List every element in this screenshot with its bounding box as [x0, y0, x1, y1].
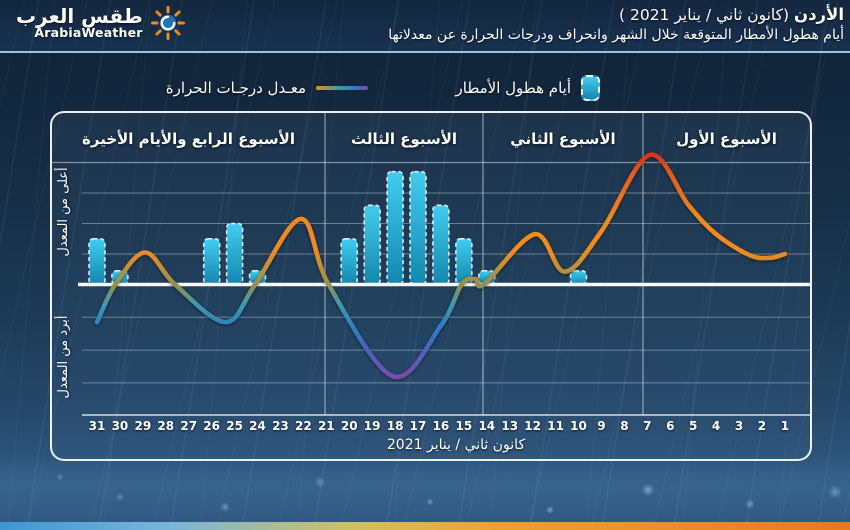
temperature-line-icon: [316, 86, 368, 90]
chart-plot-area: أعلى من المعدل أبرد من المعدل كانون ثاني…: [52, 113, 810, 459]
rain-day-bar: [455, 238, 473, 286]
x-axis-day-label: 5: [688, 419, 698, 433]
legend-temperature-label: معـدل درجـات الحرارة: [165, 79, 306, 97]
x-axis-day-label: 10: [570, 419, 587, 433]
rain-day-bar: [432, 204, 450, 286]
x-axis-day-label: 27: [180, 419, 198, 433]
x-axis-day-label: 2: [757, 419, 767, 433]
rain-bar-icon: [581, 75, 600, 101]
y-axis-label-below: أبرد من المعدل: [56, 315, 71, 399]
x-axis-day-label: 20: [340, 419, 358, 433]
week-header-cell: الأسبوع الرابع والأيام الأخيرة: [82, 130, 295, 148]
x-axis-day-label: 24: [249, 419, 266, 433]
x-axis-day-label: 14: [478, 419, 496, 433]
week-header-cell: الأسبوع الأول: [676, 130, 777, 148]
x-axis-day-label: 19: [363, 419, 381, 433]
header-strip: [0, 0, 850, 53]
x-axis-day-label: 8: [620, 419, 629, 433]
legend-rain-label: أيام هطول الأمطار: [455, 79, 571, 97]
rain-bokeh-decor: [0, 452, 850, 522]
logo-arabic-text: طقس العرب: [16, 4, 143, 29]
x-axis-day-label: 12: [524, 419, 541, 433]
page-subtitle: أيام هطول الأمطار المتوقعة خلال الشهر وا…: [388, 27, 844, 44]
x-axis-day-label: 13: [501, 419, 519, 433]
x-axis-day-label: 17: [409, 419, 427, 433]
x-axis-day-label: 7: [643, 419, 652, 433]
rain-day-bar: [386, 170, 404, 286]
logo-english-text: ArabiaWeather: [34, 24, 143, 40]
rain-day-bar: [363, 204, 381, 286]
x-axis-day-label: 6: [666, 419, 675, 433]
rain-day-bar: [202, 238, 221, 286]
rain-day-bar: [225, 222, 244, 286]
rain-day-bar: [569, 270, 588, 286]
page-title: الأردن (كانون ثاني / يناير 2021 ): [388, 4, 844, 26]
rain-day-bar: [88, 238, 106, 286]
x-axis-day-label: 9: [597, 419, 606, 433]
x-axis-day-label: 30: [111, 419, 129, 433]
legend-temperature-item: معـدل درجـات الحرارة: [166, 74, 368, 102]
x-axis-day-label: 4: [711, 419, 721, 433]
title-month: (كانون ثاني / يناير 2021 ): [618, 6, 790, 24]
x-axis-day-label: 16: [432, 419, 450, 433]
logo-text: طقس العرب ArabiaWeather: [16, 6, 143, 39]
plot-svg: [52, 113, 810, 416]
x-axis-day-label: 15: [455, 419, 473, 433]
x-axis-day-label: 29: [134, 419, 152, 433]
temperature-curve: [94, 152, 788, 380]
sun-swirl-icon: [150, 6, 185, 40]
x-axis-title: كانون ثاني / يناير 2021: [386, 437, 526, 453]
x-axis-day-label: 21: [317, 419, 335, 433]
x-axis-day-label: 1: [780, 419, 790, 433]
y-axis-label-above: أعلى من المعدل: [56, 167, 71, 257]
title-country: الأردن: [794, 5, 844, 24]
page-title-block: الأردن (كانون ثاني / يناير 2021 ) أيام ه…: [388, 4, 844, 44]
rain-day-bar: [340, 238, 358, 286]
arabiaweather-logo: طقس العرب ArabiaWeather: [16, 5, 186, 41]
x-axis-day-label: 3: [734, 419, 744, 433]
chart-panel: أعلى من المعدل أبرد من المعدل كانون ثاني…: [50, 111, 812, 461]
x-axis-day-label: 26: [203, 419, 220, 433]
week-header-cell: الأسبوع الثالث: [350, 130, 458, 148]
x-axis-day-label: 22: [295, 419, 312, 433]
x-axis-day-label: 25: [226, 419, 243, 433]
x-axis-day-label: 23: [272, 419, 289, 433]
x-axis-day-label: 11: [547, 419, 564, 433]
x-axis-day-label: 28: [157, 419, 175, 433]
x-axis-day-label: 18: [386, 419, 404, 433]
brand-gradient-bar: [0, 522, 850, 530]
rain-day-bar: [409, 170, 427, 286]
x-axis-day-label: 31: [88, 419, 106, 433]
legend-rain-item: أيام هطول الأمطار: [456, 74, 600, 102]
week-header-cell: الأسبوع الثاني: [510, 130, 616, 148]
